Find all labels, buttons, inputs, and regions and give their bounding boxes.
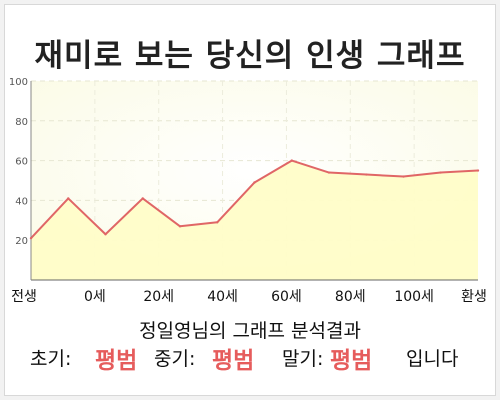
data-point bbox=[439, 171, 442, 174]
data-point bbox=[402, 175, 405, 178]
data-point bbox=[290, 159, 293, 162]
y-tick-label: 60 bbox=[15, 157, 28, 168]
data-point bbox=[141, 197, 144, 200]
y-axis-ticks: 20 40 60 80 100 bbox=[9, 77, 28, 247]
y-tick-label: 20 bbox=[15, 236, 28, 247]
chart-title: 재미로 보는 당신의 인생 그래프 bbox=[34, 38, 466, 74]
y-tick-label: 100 bbox=[9, 77, 28, 88]
x-tick-label: 80세 bbox=[335, 289, 366, 305]
x-tick-label: 20세 bbox=[143, 289, 174, 305]
early-value: 평범 bbox=[95, 348, 138, 374]
x-tick-label: 100세 bbox=[394, 289, 434, 305]
x-tick-label: 환생 bbox=[461, 289, 487, 305]
x-axis-ticks: 전생 0세 20세 40세 60세 80세 100세 환생 bbox=[11, 289, 487, 305]
data-point bbox=[476, 169, 480, 172]
late-label: 말기: bbox=[282, 348, 324, 370]
data-point bbox=[365, 173, 368, 176]
data-point bbox=[253, 181, 256, 184]
x-tick-label: 60세 bbox=[271, 289, 302, 305]
data-point bbox=[67, 197, 70, 200]
data-point bbox=[29, 237, 33, 240]
result-suffix: 입니다 bbox=[406, 348, 459, 370]
mid-value: 평범 bbox=[212, 348, 255, 374]
late-value: 평범 bbox=[330, 348, 373, 374]
data-point bbox=[178, 225, 182, 228]
x-tick-label: 0세 bbox=[84, 289, 106, 305]
data-point bbox=[104, 233, 107, 236]
data-point bbox=[327, 171, 331, 174]
y-tick-label: 40 bbox=[15, 196, 28, 207]
analysis-summary: 정일영님의 그래프 분석결과 bbox=[139, 320, 361, 342]
x-tick-label: 40세 bbox=[207, 289, 238, 305]
life-area-fill bbox=[31, 160, 478, 280]
y-tick-label: 80 bbox=[15, 117, 28, 128]
data-point bbox=[216, 221, 219, 224]
x-tick-label: 전생 bbox=[11, 289, 37, 305]
early-label: 초기: bbox=[30, 348, 72, 370]
mid-label: 중기: bbox=[154, 348, 196, 370]
